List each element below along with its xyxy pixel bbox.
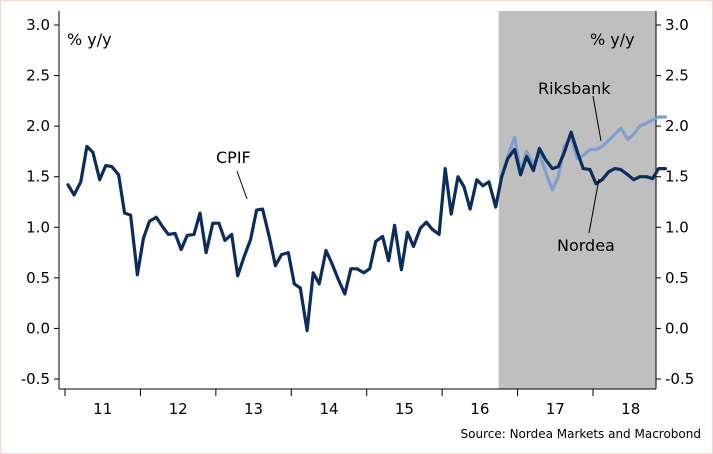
x-tick-label: 18: [621, 400, 640, 418]
x-tick-label: 13: [244, 400, 263, 418]
y-tick-label-right: 1.5: [665, 168, 689, 186]
series-line-riksbank: [500, 115, 668, 192]
y-tick-label-right: 3.0: [665, 16, 689, 34]
forecast-shade: [498, 11, 656, 389]
x-tick-label: 14: [319, 400, 338, 418]
series-line-cpif: [66, 144, 504, 333]
y-tick-label-left: 2.5: [26, 67, 50, 85]
source-note: Source: Nordea Markets and Macrobond: [461, 427, 702, 441]
riksbank-annotation: Riksbank: [538, 79, 611, 98]
x-tick-label: 15: [395, 400, 414, 418]
nordea-annotation-leader: [588, 178, 600, 234]
y-unit-left: % y/y: [67, 30, 112, 49]
cpif-annotation-leader: [236, 170, 248, 200]
y-tick-label-right: 1.0: [665, 218, 689, 236]
x-tick-label: 11: [93, 400, 112, 418]
y-unit-right: % y/y: [590, 30, 635, 49]
riksbank-annotation-leader: [592, 95, 602, 142]
x-tick-label: 16: [470, 400, 489, 418]
y-tick-label-left: 1.0: [26, 218, 50, 236]
y-tick-label-left: 1.5: [26, 168, 50, 186]
y-tick-label-left: 2.0: [26, 117, 50, 135]
x-tick-label: 12: [169, 400, 188, 418]
cpif-annotation: CPIF: [216, 148, 251, 167]
y-tick-label-left: 0.0: [26, 319, 50, 337]
series-line-nordea: [500, 130, 668, 186]
y-tick-label-left: -0.5: [21, 370, 50, 388]
y-tick-label-left: 3.0: [26, 16, 50, 34]
nordea-annotation: Nordea: [557, 236, 615, 255]
y-tick-label-right: -0.5: [665, 370, 694, 388]
x-tick-label: 17: [546, 400, 565, 418]
y-tick-label-right: 0.5: [665, 269, 689, 287]
y-tick-label-right: 0.0: [665, 319, 689, 337]
y-tick-label-right: 2.5: [665, 67, 689, 85]
y-tick-label-right: 2.0: [665, 117, 689, 135]
y-tick-label-left: 0.5: [26, 269, 50, 287]
